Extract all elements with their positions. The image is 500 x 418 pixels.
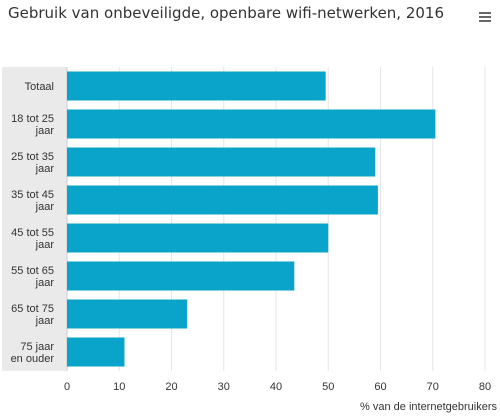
x-tick-label: 10 <box>113 381 125 393</box>
chart-title: Gebruik van onbeveiligde, openbare wifi-… <box>8 4 445 22</box>
x-tick-label: 70 <box>427 381 439 393</box>
bar-2[interactable] <box>67 109 436 139</box>
x-tick-label: 20 <box>165 381 177 393</box>
category-label: 35 tot 45 jaar <box>11 189 54 213</box>
bar-5[interactable] <box>67 223 329 253</box>
x-tick-label: 30 <box>218 381 230 393</box>
x-tick-label: 40 <box>270 381 282 393</box>
hamburger-menu-icon[interactable] <box>479 12 491 23</box>
bar-6[interactable] <box>67 261 295 291</box>
category-label: 75 jaar en ouder <box>11 341 55 365</box>
x-axis-title: % van de internetgebruikers <box>360 401 497 413</box>
bar-7[interactable] <box>67 299 188 329</box>
bar-4[interactable] <box>67 185 378 215</box>
category-label: 25 tot 35 jaar <box>11 151 54 175</box>
category-label: Totaal <box>25 81 54 93</box>
category-band <box>2 67 67 371</box>
category-label: 45 tot 55 jaar <box>11 227 54 251</box>
category-label: 55 tot 65 jaar <box>11 265 54 289</box>
x-tick-label: 50 <box>322 381 334 393</box>
bar-8[interactable] <box>67 337 125 367</box>
x-tick-label: 0 <box>64 381 70 393</box>
x-tick-label: 80 <box>479 381 491 393</box>
category-label: 18 tot 25 jaar <box>11 113 54 137</box>
x-tick-label: 60 <box>374 381 386 393</box>
bar-3[interactable] <box>67 147 376 177</box>
category-label: 65 tot 75 jaar <box>11 303 54 327</box>
bar-1[interactable] <box>67 71 326 101</box>
